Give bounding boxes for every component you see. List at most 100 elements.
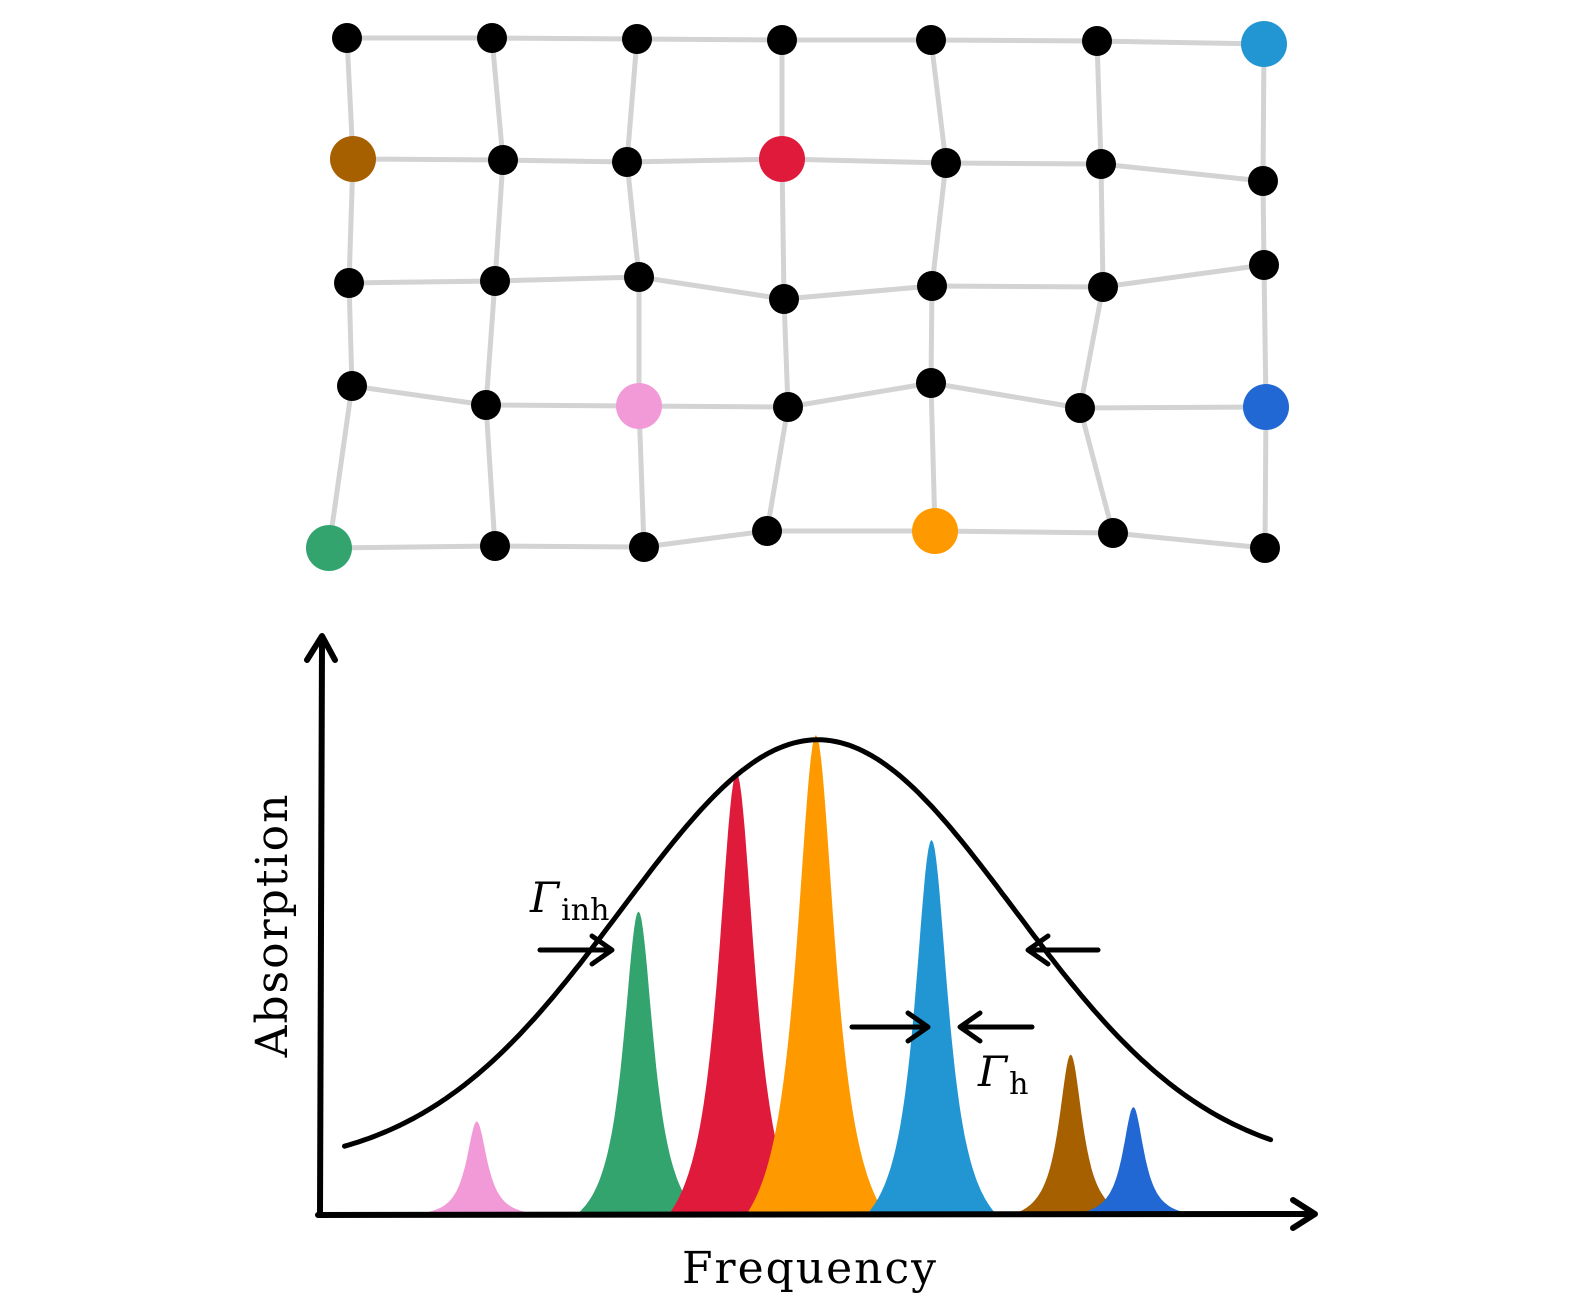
lattice-bond (348, 278, 496, 286)
lattice-site-blue (1243, 384, 1289, 430)
homogeneous-line-brown (1018, 1054, 1123, 1212)
lattice-site (1086, 149, 1116, 179)
lattice-bond (1102, 262, 1265, 290)
lattice-bond (624, 38, 640, 163)
lattice-bond (638, 403, 789, 410)
lattice-bond (491, 35, 638, 42)
absorption-spectrum: Frequency Absorption Γinh Γh (247, 633, 1318, 1294)
lattice-bond (929, 162, 949, 287)
lattice-site (624, 262, 654, 292)
lattice-site (1065, 393, 1095, 423)
lattice-bond (351, 383, 487, 408)
homogeneous-width-label: Γh (977, 1047, 1028, 1102)
lattice-bond (624, 161, 642, 278)
lattice-bond (934, 528, 1114, 536)
homogeneous-line-cyan (868, 839, 995, 1212)
lattice-bond (930, 380, 1081, 411)
lattice-site (1098, 518, 1128, 548)
lattice-diagram (306, 21, 1289, 571)
lattice-bond (636, 405, 647, 548)
x-axis-arrowhead (1290, 1197, 1318, 1231)
lattice-bond (1100, 161, 1264, 184)
lattice-bond (483, 404, 498, 547)
lattice-bond (485, 402, 640, 409)
lattice-bond (783, 283, 933, 302)
homogeneous-lines (428, 735, 1183, 1212)
lattice-site (488, 145, 518, 175)
lattice-bond (352, 156, 504, 163)
lattice-bond (928, 285, 935, 384)
lattice-site (917, 271, 947, 301)
lattice-bond (930, 37, 1098, 44)
lattice-site (480, 266, 510, 296)
lattice-site-orange (912, 508, 958, 554)
lattice-bond (326, 385, 355, 549)
lattice-bond (494, 274, 640, 284)
homogeneous-width-arrows (849, 1010, 1035, 1044)
lattice-site-cyan (1241, 21, 1287, 67)
lattice-site (916, 368, 946, 398)
lattice-site (334, 268, 364, 298)
lattice-site (480, 531, 510, 561)
lattice-site (332, 23, 362, 53)
lattice-site (773, 392, 803, 422)
lattice-bond (781, 298, 791, 408)
axes (304, 633, 1318, 1231)
lattice-bond (1077, 286, 1106, 409)
lattice-bond (928, 382, 938, 532)
lattice-site (1248, 166, 1278, 196)
lattice-site (622, 24, 652, 54)
lattice-site (767, 25, 797, 55)
lattice-site (612, 147, 642, 177)
lattice-site (477, 23, 507, 53)
lattice-site (1088, 272, 1118, 302)
lattice-site-brown (330, 136, 376, 182)
lattice-site (1250, 533, 1280, 563)
lattice-bond (931, 283, 1104, 290)
x-axis-label: Frequency (682, 1243, 938, 1294)
lattice-bond (1094, 40, 1104, 165)
homogeneous-line-blue (1084, 1107, 1183, 1212)
lattice-bond (1079, 404, 1267, 411)
lattice-bond (781, 156, 947, 166)
lattice-bond (945, 160, 1102, 167)
lattice-bond (483, 280, 498, 406)
lattice-site-pink (616, 383, 662, 429)
lattice-bond (492, 159, 506, 282)
y-axis-arrowhead (304, 633, 338, 663)
inhomogeneous-width-arrows (537, 933, 1101, 967)
lattice-site-red (759, 136, 805, 182)
lattice-site (769, 284, 799, 314)
lattice-site (629, 532, 659, 562)
lattice-bond (502, 157, 628, 165)
lattice-bond (626, 156, 783, 165)
y-axis-label: Absorption (247, 793, 298, 1059)
lattice-bond (346, 282, 355, 387)
lattice-site (471, 390, 501, 420)
lattice-site (1249, 250, 1279, 280)
x-axis-line (315, 1211, 1315, 1218)
y-axis-line (317, 637, 325, 1218)
lattice-site-green (306, 525, 352, 571)
lattice-bond (1261, 264, 1269, 408)
lattice-bond (787, 380, 932, 410)
lattice-site (337, 371, 367, 401)
lattice-bond (328, 543, 496, 551)
homogeneous-line-pink (428, 1121, 526, 1212)
lattice-bond (489, 37, 506, 161)
lattice-bond (1262, 406, 1269, 549)
lattice-site (931, 148, 961, 178)
homogeneous-line-orange (747, 735, 884, 1212)
lattice-sites (306, 21, 1289, 571)
lattice-bond (643, 528, 768, 550)
lattice-bond (1112, 530, 1266, 551)
lattice-bond (638, 274, 785, 302)
lattice-bonds (326, 35, 1269, 551)
inhomogeneous-envelope (342, 737, 1274, 1149)
inhomogeneous-width-label: Γinh (529, 873, 609, 928)
lattice-bond (636, 36, 783, 43)
lattice-bond (1096, 38, 1265, 47)
homogeneous-line-green (579, 911, 698, 1212)
